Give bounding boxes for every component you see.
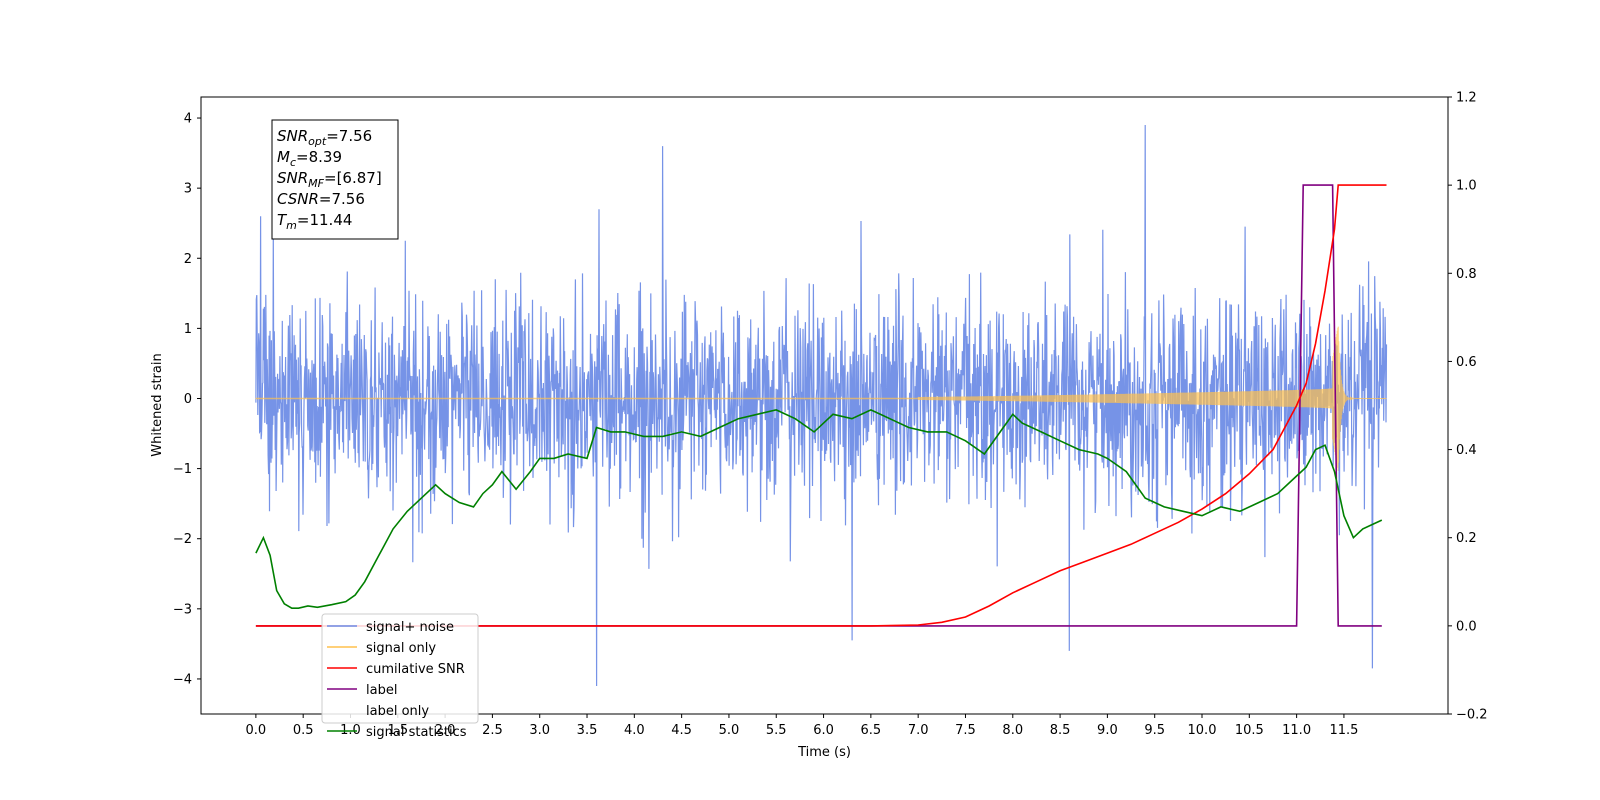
y-left-tick-label: 4 (184, 112, 192, 127)
series-signal-statistics (255, 409, 1383, 610)
x-tick-label: 10.0 (1188, 723, 1217, 738)
plot-frame (200, 96, 1449, 715)
x-tick-label: 5.5 (766, 723, 787, 738)
legend-entry: cumilative SNR (327, 662, 465, 677)
annotation-line: Tm=11.44 (277, 211, 352, 232)
x-tick-label: 7.5 (955, 723, 976, 738)
legend-entry: signal only (327, 641, 436, 656)
legend-entry: signal+ noise (327, 620, 454, 635)
annotation-line: Mc=8.39 (277, 148, 342, 169)
legend-entry: label only (366, 704, 429, 719)
y-right-tick-label: −0.2 (1456, 708, 1488, 723)
annotation-line: SNRopt=7.56 (277, 127, 372, 148)
y-left-tick-label: −3 (173, 602, 192, 617)
y-left-tick-label: −2 (173, 532, 192, 547)
x-tick-label: 4.5 (671, 723, 692, 738)
x-tick-label: 3.0 (529, 723, 550, 738)
y-left-tick-label: −4 (173, 672, 192, 687)
x-tick-label: 9.0 (1097, 723, 1118, 738)
x-tick-label: 11.0 (1282, 723, 1311, 738)
x-tick-label: 0.5 (293, 723, 314, 738)
y-left-tick-label: 3 (184, 182, 192, 197)
legend: signal+ noise signal only cumilative SNR la… (321, 613, 479, 740)
y-axis-title-left: Whitened strain (150, 353, 165, 456)
y-left-tick-label: 1 (184, 322, 192, 337)
series-signal-noise (255, 124, 1388, 687)
legend-label: signal statistics (366, 725, 467, 740)
x-tick-label: 10.5 (1235, 723, 1264, 738)
x-axis-title: Time (s) (797, 745, 851, 760)
legend-label: label only (366, 704, 429, 719)
annotation-line: SNRMF=[6.87] (277, 169, 382, 190)
series-signal-only (255, 326, 1387, 471)
x-tick-label: 4.0 (624, 723, 645, 738)
y-right-tick-label: 0.4 (1456, 443, 1477, 458)
legend-label: signal+ noise (366, 620, 454, 635)
x-tick-label: 0.0 (246, 723, 267, 738)
x-tick-label: 6.0 (813, 723, 834, 738)
y-right-tick-label: 0.6 (1456, 355, 1477, 370)
legend-label: label (366, 683, 397, 698)
legend-label: cumilative SNR (366, 662, 465, 677)
plot-area (255, 124, 1388, 687)
x-tick-label: 9.5 (1144, 723, 1165, 738)
y-right-tick-label: 1.0 (1456, 179, 1477, 194)
y-right-tick-label: 0.2 (1456, 531, 1477, 546)
y-right-tick-label: 0.8 (1456, 267, 1477, 282)
y-left-tick-label: 2 (184, 252, 192, 267)
series-cumulative-snr (255, 184, 1387, 627)
x-tick-label: 7.0 (908, 723, 929, 738)
x-tick-label: 2.0 (435, 723, 456, 738)
annotation-frame (271, 119, 399, 240)
x-tick-label: 2.5 (482, 723, 503, 738)
x-tick-label: 6.5 (861, 723, 882, 738)
series-label (255, 184, 1382, 627)
x-tick-label: 11.5 (1329, 723, 1358, 738)
y-left-tick-label: 0 (184, 392, 192, 407)
legend-label: signal only (366, 641, 436, 656)
legend-entry: signal statistics (327, 725, 467, 740)
annotation-line: CSNR=7.56 (277, 190, 365, 208)
axes: 0.0 0.5 1.0 1.5 2.0 2.5 3.0 3.5 4.0 4.5 5.0 5.5 6.0 6… (173, 91, 1488, 739)
x-tick-label: 8.0 (1002, 723, 1023, 738)
legend-entry: label (327, 683, 397, 698)
y-right-tick-label: 1.2 (1456, 91, 1477, 106)
y-left-tick-label: −1 (173, 462, 192, 477)
x-tick-label: 3.5 (577, 723, 598, 738)
x-tick-label: 8.5 (1050, 723, 1071, 738)
legend-frame (321, 613, 479, 724)
x-tick-label: 1.5 (387, 723, 408, 738)
y-right-tick-label: 0.0 (1456, 619, 1477, 634)
x-tick-label: 5.0 (719, 723, 740, 738)
